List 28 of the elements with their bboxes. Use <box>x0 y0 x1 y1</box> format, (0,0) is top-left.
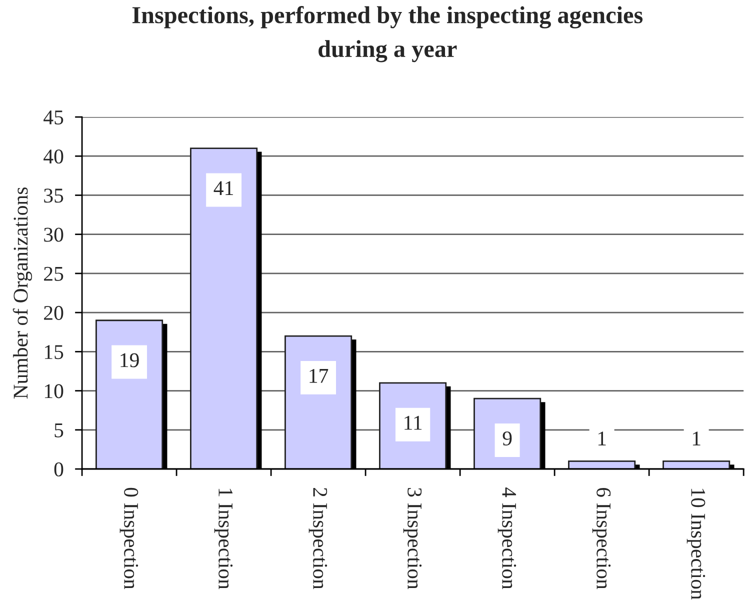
x-tick-label: 0 Inspection <box>120 488 138 590</box>
x-tick-label: 3 Inspection <box>403 488 422 590</box>
data-label: 19 <box>120 353 139 368</box>
x-tick-label: 1 Inspection <box>214 488 233 590</box>
y-axis-title: Number of Organizations <box>12 187 32 399</box>
data-label: 11 <box>404 416 422 430</box>
y-tick-label: 5 <box>54 423 64 438</box>
x-tick-label: 6 Inspection <box>592 488 611 590</box>
y-tick-label: 0 <box>54 462 64 476</box>
y-tick-label: 25 <box>44 266 64 281</box>
y-tick-label: 35 <box>44 188 64 203</box>
data-label: 9 <box>502 431 512 446</box>
y-tick-label: 10 <box>44 384 64 398</box>
y-tick-label: 40 <box>44 149 64 164</box>
bar <box>662 460 730 469</box>
y-tick-label: 30 <box>44 228 64 242</box>
y-tick-label: 20 <box>44 306 64 320</box>
bar <box>568 460 636 469</box>
data-label: 1 <box>598 432 606 446</box>
data-label: 41 <box>214 181 233 195</box>
x-tick-label: 2 Inspection <box>308 488 328 590</box>
data-label: 1 <box>692 432 700 446</box>
chart-title: Inspections, performed by the inspecting agencies during a year <box>132 6 643 62</box>
data-label: 17 <box>310 368 328 383</box>
x-tick-label: 10 Inspection <box>686 488 706 600</box>
y-tick-label: 15 <box>44 345 64 360</box>
y-tick-label: 45 <box>44 110 64 124</box>
x-tick-label: 4 Inspection <box>498 487 516 590</box>
